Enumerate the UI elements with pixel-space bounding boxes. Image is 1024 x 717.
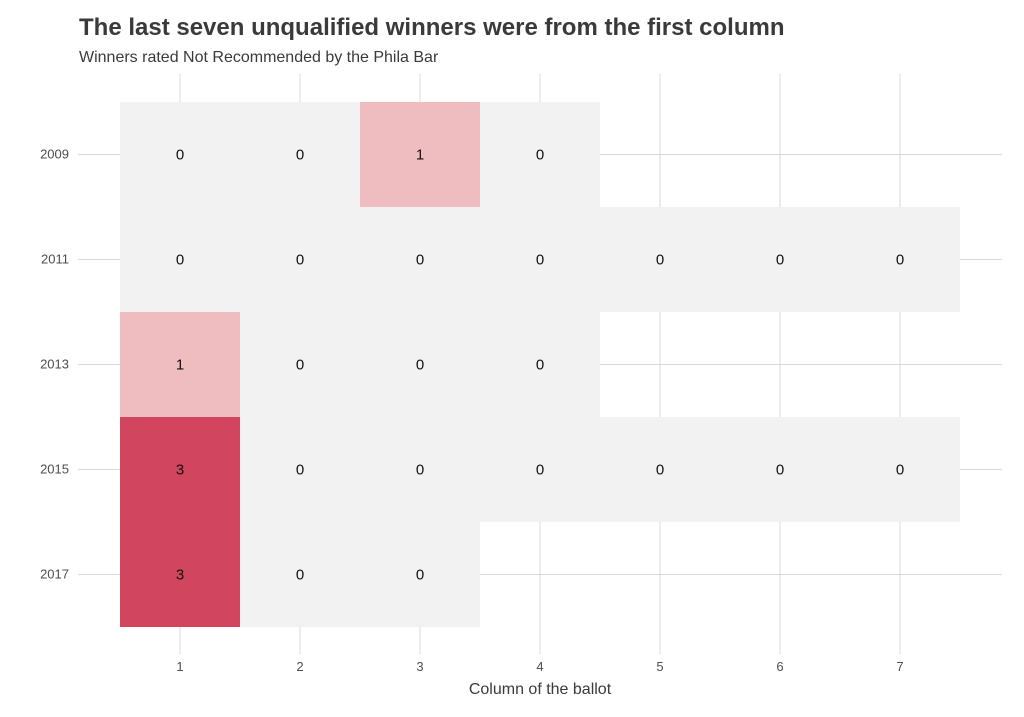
cell-value-label: 0 bbox=[776, 462, 784, 479]
cell-value-label: 0 bbox=[416, 252, 424, 269]
cell-value-label: 0 bbox=[536, 147, 544, 164]
cell-value-label: 3 bbox=[176, 462, 184, 479]
heatmap-cells bbox=[120, 102, 960, 627]
cell-value-label: 1 bbox=[416, 147, 424, 164]
cell-value-label: 0 bbox=[536, 357, 544, 374]
heatmap-cell bbox=[720, 417, 840, 522]
x-tick-label: 4 bbox=[536, 659, 543, 674]
y-tick-label: 2011 bbox=[41, 252, 69, 267]
heatmap-cell bbox=[120, 522, 240, 627]
y-tick-label: 2013 bbox=[40, 357, 69, 372]
cell-value-label: 0 bbox=[536, 252, 544, 269]
heatmap-cell bbox=[600, 207, 720, 312]
cell-value-label: 0 bbox=[176, 252, 184, 269]
x-tick-label: 7 bbox=[896, 659, 903, 674]
cell-value-label: 0 bbox=[296, 462, 304, 479]
heatmap-cell bbox=[240, 102, 360, 207]
x-axis-ticks: 1 2 3 4 5 6 7 bbox=[176, 659, 903, 674]
heatmap-cell bbox=[360, 417, 480, 522]
heatmap-cell bbox=[840, 417, 960, 522]
heatmap-cell bbox=[360, 312, 480, 417]
x-tick-label: 5 bbox=[656, 659, 663, 674]
cell-value-label: 0 bbox=[896, 462, 904, 479]
cell-value-label: 0 bbox=[416, 462, 424, 479]
y-tick-label: 2009 bbox=[40, 147, 69, 162]
cell-value-label: 0 bbox=[656, 252, 664, 269]
heatmap-cell bbox=[360, 102, 480, 207]
heatmap-cell bbox=[120, 102, 240, 207]
cell-value-label: 0 bbox=[296, 567, 304, 584]
y-axis-ticks: 2009 2011 2013 2015 2017 bbox=[40, 147, 69, 582]
cell-value-label: 0 bbox=[896, 252, 904, 269]
cell-value-label: 0 bbox=[176, 147, 184, 164]
y-tick-label: 2015 bbox=[40, 462, 69, 477]
heatmap-cell bbox=[240, 522, 360, 627]
heatmap-cell bbox=[360, 522, 480, 627]
heatmap-cell bbox=[360, 207, 480, 312]
heatmap-cell bbox=[240, 417, 360, 522]
cell-value-label: 0 bbox=[416, 357, 424, 374]
x-tick-label: 2 bbox=[296, 659, 303, 674]
cell-value-labels: 0 0 1 0 0 0 0 0 0 0 0 1 0 0 0 3 0 0 0 0 0 0 3 0 0 bbox=[176, 147, 904, 584]
heatmap-cell bbox=[120, 207, 240, 312]
cell-value-label: 0 bbox=[296, 147, 304, 164]
heatmap-cell bbox=[240, 207, 360, 312]
chart-title: The last seven unqualified winners were … bbox=[79, 14, 785, 41]
cell-value-label: 0 bbox=[296, 252, 304, 269]
cell-value-label: 0 bbox=[776, 252, 784, 269]
x-tick-label: 1 bbox=[176, 659, 183, 674]
heatmap-cell bbox=[480, 102, 600, 207]
cell-value-label: 1 bbox=[176, 357, 184, 374]
heatmap-cell bbox=[480, 207, 600, 312]
heatmap-cell bbox=[720, 207, 840, 312]
x-axis-title: Column of the ballot bbox=[469, 681, 612, 698]
x-tick-label: 6 bbox=[776, 659, 783, 674]
heatmap-cell bbox=[600, 417, 720, 522]
cell-value-label: 0 bbox=[656, 462, 664, 479]
heatmap-cell bbox=[840, 207, 960, 312]
cell-value-label: 0 bbox=[296, 357, 304, 374]
heatmap-cell bbox=[480, 417, 600, 522]
cell-value-label: 0 bbox=[416, 567, 424, 584]
chart-subtitle: Winners rated Not Recommended by the Phi… bbox=[79, 49, 439, 66]
heatmap-cell bbox=[120, 312, 240, 417]
x-tick-label: 3 bbox=[416, 659, 423, 674]
cell-value-label: 0 bbox=[536, 462, 544, 479]
cell-value-label: 3 bbox=[176, 567, 184, 584]
heatmap-cell bbox=[480, 312, 600, 417]
heatmap-cell bbox=[120, 417, 240, 522]
y-tick-label: 2017 bbox=[40, 567, 69, 582]
heatmap-cell bbox=[240, 312, 360, 417]
